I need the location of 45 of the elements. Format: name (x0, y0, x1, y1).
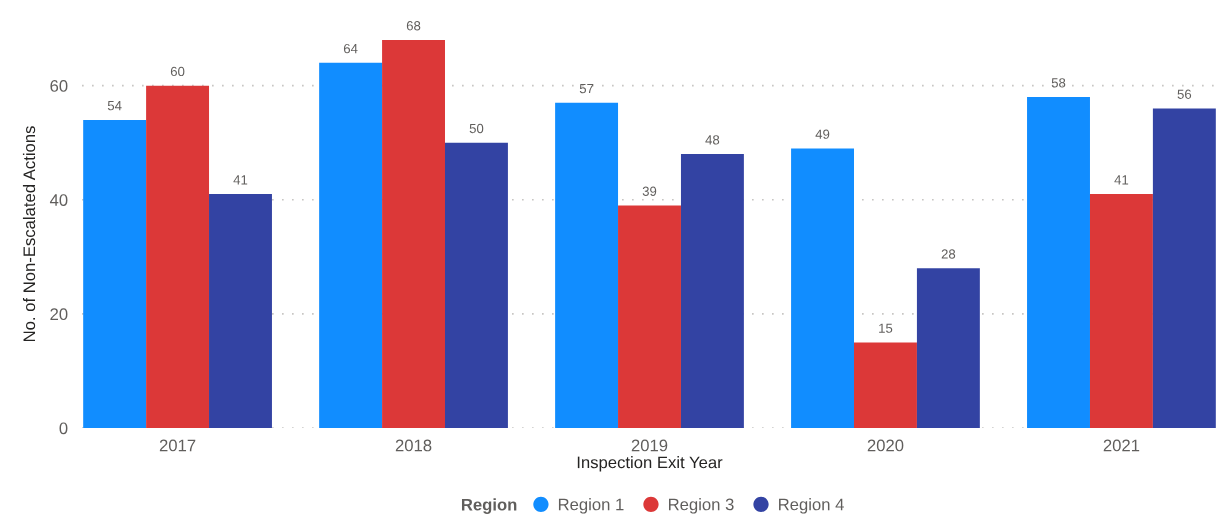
bar (916, 268, 980, 428)
y-tick-label: 20 (50, 308, 68, 321)
bar (146, 85, 210, 428)
x-axis-title: Inspection Exit Year (577, 456, 723, 472)
bar (445, 142, 508, 428)
y-tick-label: 60 (50, 80, 68, 92)
bar (1027, 97, 1090, 428)
x-tick-label: 2021 (1103, 439, 1140, 452)
bar (209, 194, 272, 428)
x-tick-label: 2017 (159, 439, 196, 452)
data-label: 54 (107, 101, 122, 111)
data-label: 15 (879, 323, 893, 333)
data-label: 68 (406, 21, 421, 31)
y-tick-label: 40 (49, 194, 68, 206)
data-label: 49 (815, 129, 830, 139)
bar (791, 148, 854, 428)
x-tick-label: 2018 (395, 439, 432, 452)
data-label: 64 (343, 43, 358, 54)
y-axis-title: No. of Non-Escalated Actions (22, 126, 36, 342)
bar (1152, 108, 1216, 428)
bar (680, 154, 744, 428)
bar (319, 62, 383, 428)
bar (382, 40, 445, 428)
x-tick-label: 2019 (631, 439, 668, 452)
data-label: 41 (233, 175, 248, 185)
legend-label: Region 1 (558, 498, 624, 514)
data-label: 48 (705, 135, 720, 145)
bar (83, 119, 147, 428)
y-tick-label: 0 (59, 422, 68, 435)
data-label: 57 (579, 84, 594, 94)
data-label: 28 (941, 249, 956, 259)
data-label: 50 (469, 123, 484, 134)
data-label: 60 (170, 66, 185, 77)
data-label: 39 (642, 186, 657, 196)
data-label: 58 (1051, 78, 1066, 88)
data-label: 56 (1177, 89, 1192, 99)
bar (854, 342, 917, 428)
bar (618, 205, 681, 428)
legend-title: Region (461, 498, 517, 514)
legend-label: Region 4 (779, 498, 844, 514)
data-label: 41 (1114, 175, 1129, 185)
x-tick-label: 2020 (867, 439, 904, 452)
legend-label: Region 3 (669, 498, 734, 514)
bar (1089, 194, 1153, 428)
bar (555, 102, 619, 428)
